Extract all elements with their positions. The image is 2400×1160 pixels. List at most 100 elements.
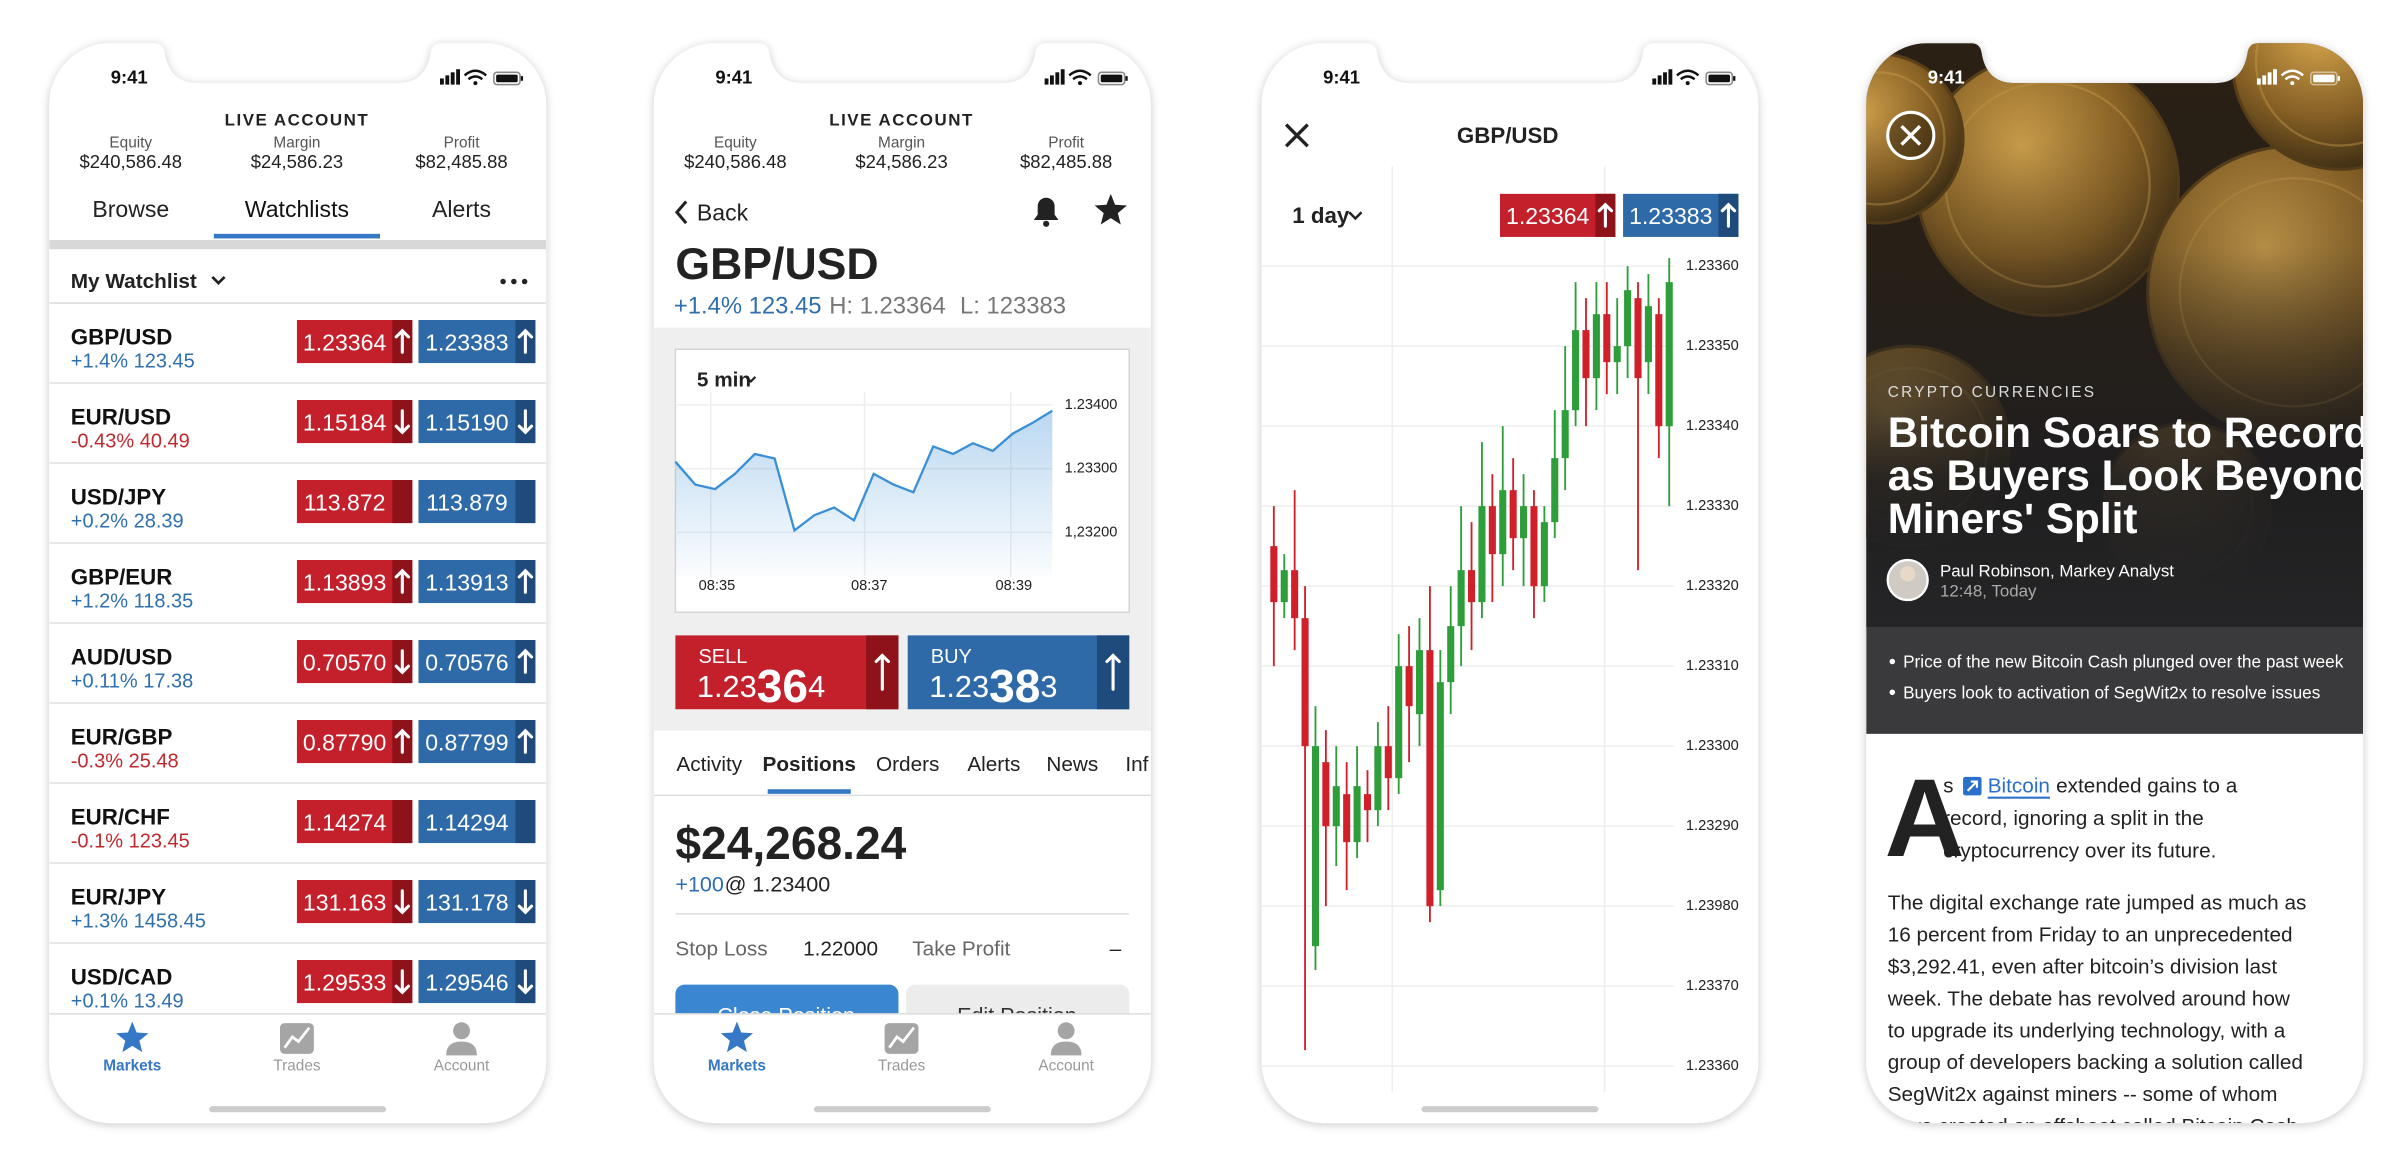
y-tick-label: 1.23400 xyxy=(1065,397,1118,413)
tab-underline xyxy=(767,789,851,794)
watchlist-name[interactable]: My Watchlist xyxy=(71,270,197,293)
sell-button[interactable]: 1.23364 xyxy=(296,320,413,364)
close-icon[interactable] xyxy=(1284,123,1309,148)
arrow-icon xyxy=(1105,653,1121,691)
sell-button[interactable]: 1.13893 xyxy=(296,560,413,604)
nav-item[interactable]: Trades xyxy=(273,1058,321,1075)
tab[interactable]: Positions xyxy=(763,753,856,776)
nav-item[interactable]: Markets xyxy=(708,1058,766,1075)
sell-button[interactable]: 1.29533 xyxy=(296,960,413,1004)
signal-bar xyxy=(1055,72,1060,85)
sell-button[interactable]: 1.23364 xyxy=(1500,193,1616,237)
buy-button[interactable]: 0.87799 xyxy=(418,720,536,764)
nav-item[interactable]: Account xyxy=(1038,1058,1094,1075)
nav-item[interactable]: Account xyxy=(434,1058,490,1075)
buy-button[interactable]: 1.23383 xyxy=(1623,193,1739,237)
sell-button[interactable]: 0.87790 xyxy=(296,720,413,764)
y-axis-label: 1.23300 xyxy=(1686,738,1739,754)
signal-bar xyxy=(2267,72,2272,85)
watchlist-row[interactable]: USD/CAD+0.1% 13.49 1.29533 1.29546 xyxy=(49,960,547,1024)
watchlist-row[interactable]: AUD/USD+0.11% 17.38 0.70570 0.70576 xyxy=(49,640,547,704)
nav-item[interactable]: Markets xyxy=(103,1058,161,1075)
buy-button[interactable]: 113.879 xyxy=(418,480,536,524)
tab[interactable]: Alerts xyxy=(967,753,1020,776)
buy-button[interactable]: 1.23383 xyxy=(418,320,536,364)
tab[interactable]: Activity xyxy=(676,753,742,776)
home-indicator xyxy=(209,1106,387,1113)
high: H: 1.23364 xyxy=(829,293,946,320)
take-profit-label: Take Profit xyxy=(912,938,1010,961)
candle-body xyxy=(1447,626,1455,683)
tab[interactable]: Orders xyxy=(876,753,939,776)
price: 0.70576 xyxy=(425,649,508,675)
bullet-dot xyxy=(1889,689,1896,696)
sell-button[interactable]: 131.163 xyxy=(296,880,413,924)
pair: EUR/JPY xyxy=(71,884,167,909)
interval[interactable]: 5 min xyxy=(697,369,751,392)
buy-button[interactable]: 1.13913 xyxy=(418,560,536,604)
pair: EUR/GBP xyxy=(71,724,173,749)
price: 131.178 xyxy=(425,889,508,915)
interval[interactable]: 1 day xyxy=(1292,203,1350,228)
pair: GBP/USD xyxy=(71,324,173,349)
tab[interactable]: Watchlists xyxy=(245,196,349,222)
y-axis-label: 1.23340 xyxy=(1686,418,1739,434)
sell-button[interactable]: 1.15184 xyxy=(296,400,413,444)
watchlist-row[interactable]: EUR/GBP-0.3% 25.48 0.87790 0.87799 xyxy=(49,720,547,784)
change: +1.4% 123.45 xyxy=(674,293,822,320)
watchlist-row[interactable]: USD/JPY+0.2% 28.39 113.872 113.879 xyxy=(49,480,547,544)
watchlist-row[interactable]: EUR/CHF-0.1% 123.45 1.14274 1.14294 xyxy=(49,800,547,864)
sell-button[interactable]: 113.872 xyxy=(296,480,413,524)
buy-button[interactable]: 0.70576 xyxy=(418,640,536,684)
account-label: Equity xyxy=(714,135,757,152)
buy-button[interactable]: 1.15190 xyxy=(418,400,536,444)
take-profit: – xyxy=(1110,938,1122,961)
headline: as Buyers Look Beyond xyxy=(1888,452,2370,499)
sell-button[interactable]: 0.70570 xyxy=(296,640,413,684)
candle-body xyxy=(1426,650,1434,907)
watchlist-row[interactable]: GBP/EUR+1.2% 118.35 1.13893 1.13913 xyxy=(49,560,547,624)
candle-body xyxy=(1332,786,1340,827)
candle-body xyxy=(1644,306,1652,363)
account-label: Profit xyxy=(1048,135,1085,152)
back-button[interactable]: Back xyxy=(674,199,749,225)
watchlist-row[interactable]: GBP/USD+1.4% 123.45 1.23364 1.23383 xyxy=(49,320,547,384)
account-icon xyxy=(453,1022,470,1040)
y-axis-label: 1.23320 xyxy=(1686,578,1739,594)
trade-block xyxy=(907,635,1130,710)
y-axis-label: 1.23290 xyxy=(1686,818,1739,834)
buy-button[interactable]: 131.178 xyxy=(418,880,536,924)
tab[interactable]: Alerts xyxy=(432,196,491,222)
change: -0.3% 25.48 xyxy=(71,751,179,773)
buy-button[interactable]: 1.14294 xyxy=(418,800,536,844)
body-text: The digital exchange rate jumped as much… xyxy=(1888,892,2307,915)
body-text: group of developers backing a solution c… xyxy=(1888,1051,2303,1074)
nav-item[interactable]: Trades xyxy=(878,1058,926,1075)
change: +0.1% 13.49 xyxy=(71,991,184,1013)
watchlist-row[interactable]: EUR/JPY+1.3% 1458.45 131.163 131.178 xyxy=(49,880,547,944)
phone: 9:41 CRYPTO CURRENCIES Bitcoin Soars to Re… xyxy=(1866,43,2370,1124)
signal-bar xyxy=(440,78,444,85)
divider-band xyxy=(49,240,547,250)
price: 1.23364 xyxy=(303,329,387,355)
star-icon[interactable] xyxy=(1094,193,1127,225)
sell-button[interactable]: 1.14274 xyxy=(296,800,413,844)
price: 131.163 xyxy=(303,889,386,915)
tab[interactable]: News xyxy=(1046,753,1098,776)
tab[interactable]: Browse xyxy=(92,196,169,222)
link[interactable]: Bitcoin xyxy=(1988,775,2050,798)
price-part: 4 xyxy=(808,669,825,704)
watchlist-row[interactable]: EUR/USD-0.43% 40.49 1.15184 1.15190 xyxy=(49,400,547,464)
wifi-icon xyxy=(2280,69,2304,81)
candle-body xyxy=(1603,314,1611,363)
wifi-icon xyxy=(463,69,487,81)
bell-icon[interactable] xyxy=(1033,197,1059,220)
price-box-end xyxy=(392,800,413,844)
price: 1.13913 xyxy=(425,569,508,595)
buy-button[interactable]: 1.29546 xyxy=(418,960,536,1004)
tab[interactable]: Inf xyxy=(1125,753,1148,776)
account-value: $82,485.88 xyxy=(1020,151,1112,172)
